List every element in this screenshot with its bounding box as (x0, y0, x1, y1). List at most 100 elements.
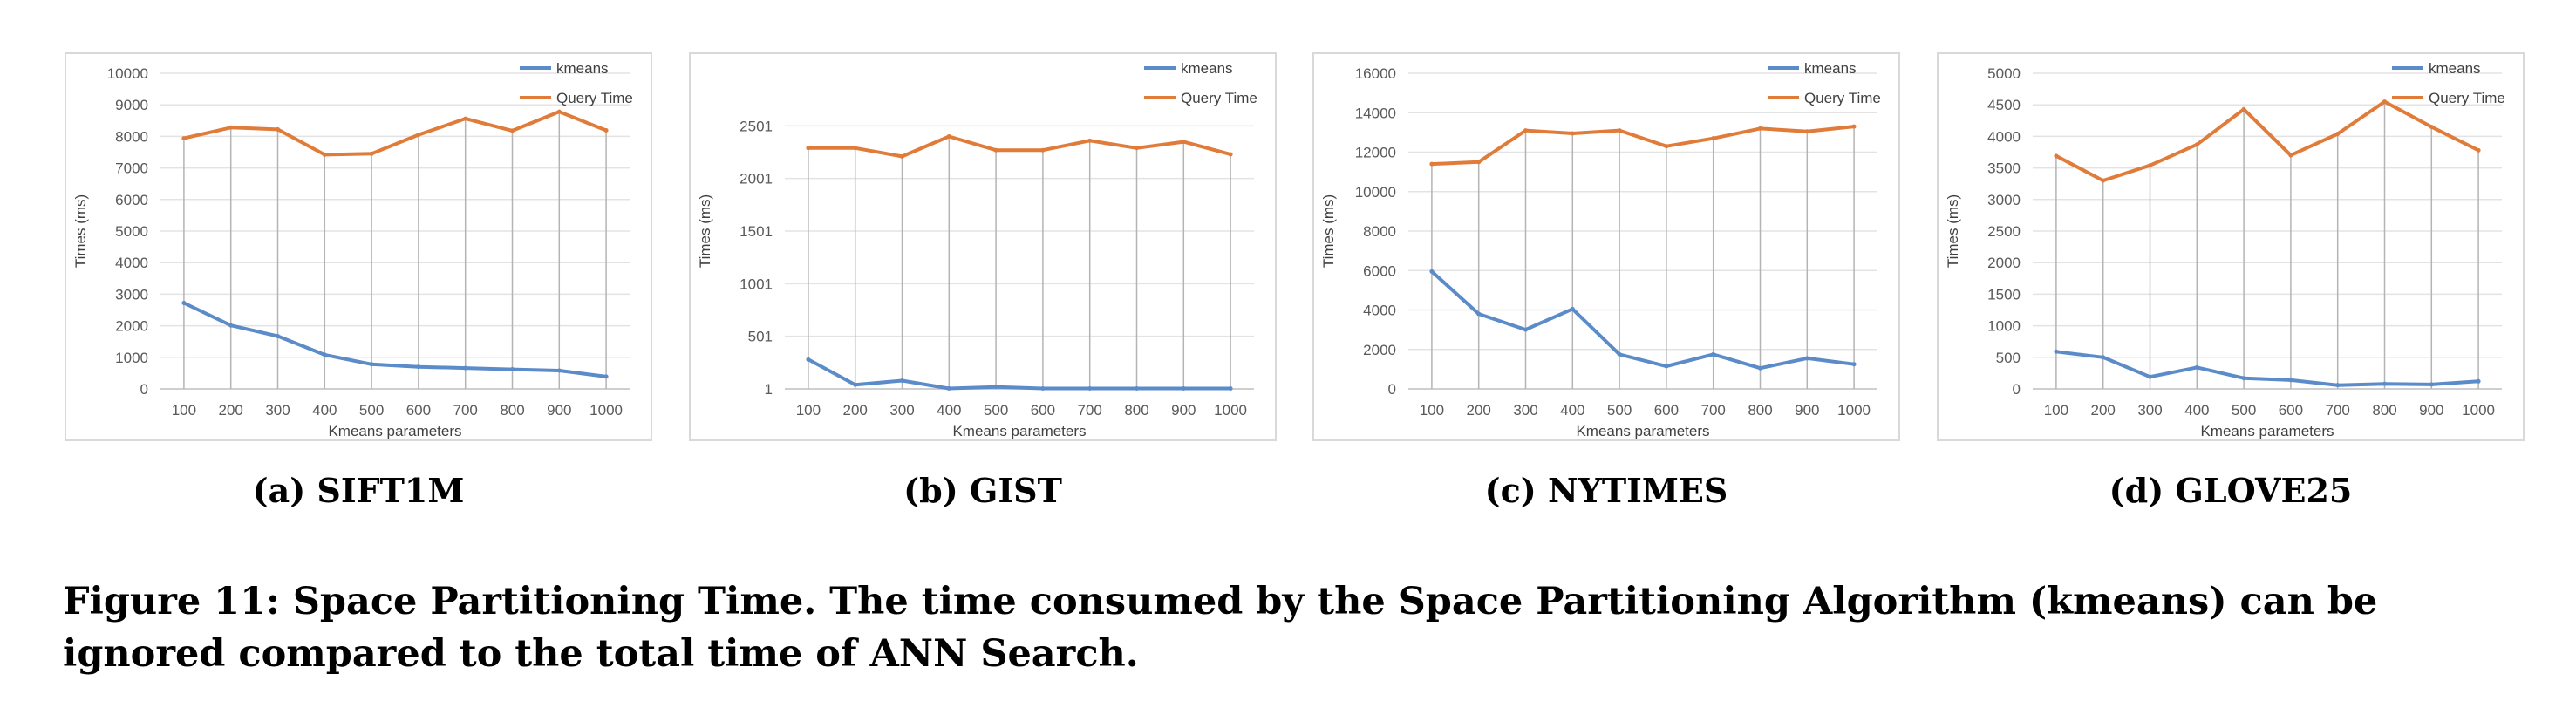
y-tick-label: 1001 (739, 276, 773, 292)
legend-label: kmeans (1181, 60, 1233, 77)
y-tick-label: 500 (1996, 350, 2021, 366)
data-point-query-time (2148, 163, 2152, 168)
y-tick-label: 14000 (1355, 105, 1396, 121)
x-tick-label: 100 (796, 402, 821, 419)
data-point-kmeans (2148, 374, 2152, 379)
y-tick-label: 3000 (115, 286, 148, 303)
series-line-kmeans (1430, 269, 1855, 371)
data-point-query-time (1429, 161, 1435, 167)
data-point-query-time (1135, 146, 1139, 151)
legend-label: Query Time (1181, 90, 1257, 106)
data-point-kmeans (1570, 306, 1575, 311)
data-point-query-time (2241, 106, 2246, 112)
x-axis-title: Kmeans parameters (952, 423, 1086, 439)
data-point-kmeans (1851, 362, 1857, 367)
x-tick-label: 100 (172, 402, 196, 419)
data-point-query-time (416, 133, 421, 138)
subfigure-label-gist: (b) GIST (903, 471, 1062, 510)
x-tick-label: 400 (937, 402, 961, 419)
y-tick-label: 8000 (1363, 223, 1396, 240)
x-tick-label: 100 (2044, 402, 2068, 419)
x-tick-label: 800 (500, 402, 524, 419)
x-tick-label: 1000 (589, 402, 623, 419)
data-point-kmeans (322, 352, 327, 357)
legend-label: Query Time (2429, 90, 2505, 106)
data-point-query-time (463, 116, 468, 121)
data-point-kmeans (900, 378, 904, 383)
subfigure-label-glove25: (d) GLOVE25 (2109, 471, 2353, 510)
data-point-kmeans (510, 367, 515, 372)
data-point-kmeans (416, 364, 421, 370)
series-line-query-time (183, 110, 607, 157)
data-point-query-time (181, 136, 187, 141)
x-tick-label: 800 (2372, 402, 2396, 419)
data-point-query-time (2288, 153, 2293, 158)
y-tick-label: 3500 (1987, 160, 2021, 177)
data-point-query-time (2382, 99, 2387, 105)
data-point-kmeans (1711, 351, 1716, 357)
x-tick-label: 300 (2137, 402, 2162, 419)
data-point-query-time (1523, 128, 1528, 133)
data-point-kmeans (2288, 378, 2293, 383)
data-point-kmeans (556, 368, 562, 373)
y-tick-label: 2001 (739, 171, 773, 187)
y-tick-label: 12000 (1355, 145, 1396, 161)
data-point-kmeans (2476, 378, 2481, 384)
data-point-kmeans (2241, 376, 2246, 381)
data-point-kmeans (276, 334, 280, 339)
series-line-kmeans (183, 301, 607, 378)
series-line-kmeans (2055, 350, 2479, 387)
y-axis-title: Times (ms) (697, 194, 713, 268)
y-tick-label: 4000 (115, 255, 148, 271)
data-point-kmeans (946, 386, 951, 391)
x-tick-label: 700 (453, 402, 478, 419)
y-tick-label: 5000 (1987, 65, 2021, 82)
x-tick-label: 200 (219, 402, 243, 419)
legend-label: kmeans (556, 60, 609, 77)
x-tick-label: 1000 (1837, 402, 1871, 419)
y-tick-label: 5000 (115, 223, 148, 240)
legend-label: Query Time (1804, 90, 1881, 106)
data-point-kmeans (1476, 311, 1482, 317)
y-tick-label: 1000 (1987, 318, 2021, 335)
y-tick-label: 0 (140, 381, 148, 398)
x-tick-label: 200 (843, 402, 868, 419)
data-point-kmeans (1181, 386, 1186, 391)
data-point-kmeans (1523, 327, 1528, 332)
y-tick-label: 10000 (107, 65, 148, 82)
y-tick-label: 4000 (1363, 303, 1396, 319)
x-tick-label: 300 (889, 402, 914, 419)
data-point-query-time (806, 146, 811, 151)
y-tick-label: 1500 (1987, 286, 2021, 303)
data-point-kmeans (2054, 349, 2059, 354)
data-point-kmeans (181, 301, 187, 306)
data-point-kmeans (853, 382, 858, 387)
data-point-kmeans (1087, 386, 1093, 391)
data-point-kmeans (1429, 269, 1435, 274)
data-point-query-time (1804, 129, 1809, 134)
x-tick-label: 300 (265, 402, 290, 419)
x-tick-label: 500 (2232, 402, 2256, 419)
y-tick-label: 1501 (739, 223, 773, 240)
y-tick-label: 4500 (1987, 97, 2021, 113)
y-tick-label: 501 (748, 329, 773, 345)
data-point-kmeans (463, 365, 468, 371)
x-axis-title: Kmeans parameters (1576, 423, 1709, 439)
data-point-query-time (2194, 142, 2199, 147)
y-tick-label: 1000 (115, 350, 148, 366)
x-tick-label: 500 (359, 402, 384, 419)
y-tick-label: 1 (765, 381, 773, 398)
y-tick-label: 3000 (1987, 192, 2021, 208)
data-point-query-time (603, 128, 609, 133)
x-tick-label: 1000 (1214, 402, 1247, 419)
data-point-query-time (993, 147, 998, 153)
y-tick-label: 10000 (1355, 184, 1396, 201)
data-point-kmeans (1228, 386, 1233, 391)
data-point-query-time (1181, 140, 1186, 145)
data-point-query-time (2476, 147, 2481, 153)
y-axis-title: Times (ms) (1945, 194, 1961, 268)
chart-svg: 0 2000 4000 6000 8000 10000 12000 14000 16000 100… (1320, 60, 1881, 439)
data-point-kmeans (2429, 382, 2434, 387)
data-point-query-time (556, 109, 562, 114)
